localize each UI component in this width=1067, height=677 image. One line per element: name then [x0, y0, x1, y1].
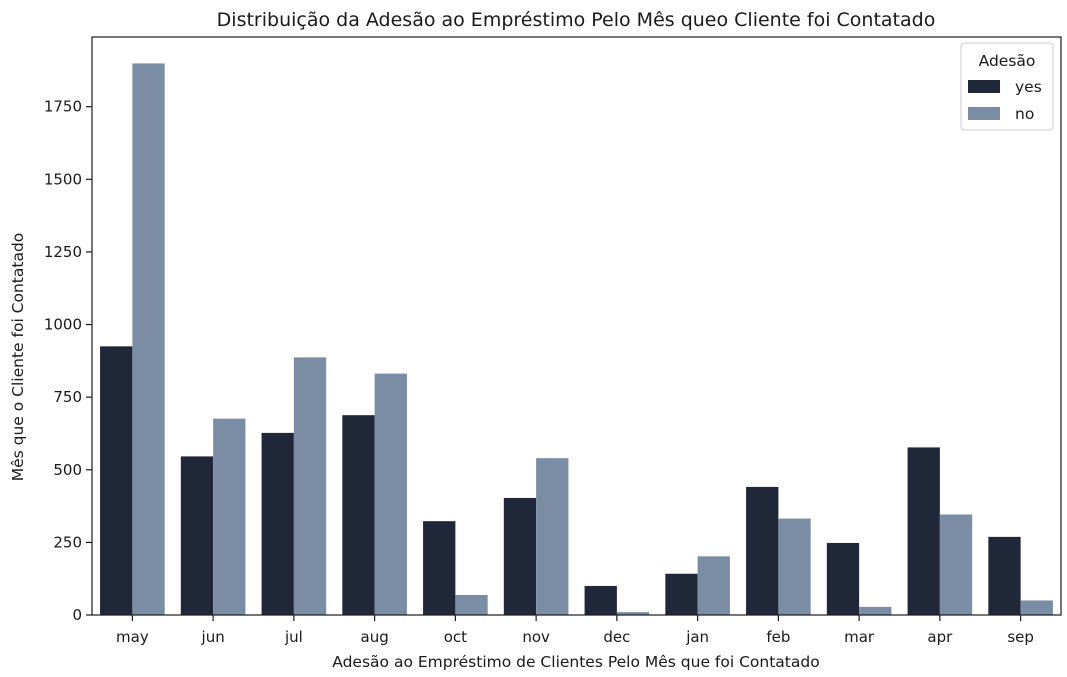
bar-no-mar [859, 606, 892, 615]
legend-label-no: no [1015, 105, 1034, 123]
x-tick-label-feb: feb [766, 628, 790, 646]
bar-no-nov [536, 458, 569, 615]
bar-no-apr [939, 514, 973, 615]
y-tick-label: 1000 [44, 316, 82, 334]
y-axis: 0 250 500 750 1000 1250 1500 1750 [44, 98, 92, 624]
x-tick-label-oct: oct [444, 628, 467, 646]
x-tick-label-apr: apr [927, 628, 953, 646]
x-tick-label-dec: dec [603, 628, 630, 646]
bar-yes-nov [503, 497, 537, 615]
legend-label-yes: yes [1015, 78, 1042, 96]
legend-swatch-yes [968, 80, 1000, 93]
legend-swatch-no [968, 107, 1000, 120]
bar-yes-jul [261, 432, 294, 615]
bar-no-sep [1020, 600, 1053, 615]
bar-yes-mar [826, 542, 860, 615]
bar-no-oct [455, 594, 488, 615]
x-tick-label-nov: nov [522, 628, 550, 646]
y-tick-label: 0 [72, 606, 82, 624]
chart-title: Distribuição da Adesão ao Empréstimo Pel… [217, 9, 936, 31]
bar-yes-feb [746, 486, 779, 615]
bar-no-aug [374, 373, 407, 615]
x-tick-label-jul: jul [284, 628, 303, 646]
x-tick-label-jun: jun [201, 628, 225, 646]
x-tick-label-sep: sep [1007, 628, 1034, 646]
y-tick-label: 1250 [44, 243, 82, 261]
x-tick-label-mar: mar [844, 628, 875, 646]
bar-no-may [132, 63, 165, 616]
x-axis: may jun jul aug oct nov dec jan feb mar apr sep [116, 615, 1034, 646]
bar-yes-jun [180, 456, 214, 615]
bar-no-dec [616, 612, 650, 615]
bar-no-jul [293, 357, 327, 615]
bar-no-jun [213, 418, 246, 615]
plot-area-frame [91, 36, 1062, 616]
x-tick-label-aug: aug [361, 628, 389, 646]
y-tick-label: 1750 [44, 98, 82, 116]
y-axis-title: Mês que o Cliente foi Contatado [9, 233, 27, 482]
x-tick-label-may: may [116, 628, 149, 646]
x-axis-title: Adesão ao Empréstimo de Clientes Pelo Mê… [332, 653, 819, 671]
y-tick-label: 750 [53, 388, 82, 406]
bar-yes-aug [342, 415, 375, 615]
legend-title: Adesão [979, 52, 1036, 70]
bar-no-feb [778, 518, 811, 615]
bars-group [100, 63, 1053, 616]
y-tick-label: 1500 [44, 170, 82, 188]
bar-no-jan [697, 556, 730, 615]
bar-yes-sep [988, 536, 1021, 615]
bar-yes-jan [665, 573, 698, 615]
bar-yes-dec [584, 585, 617, 615]
x-tick-label-jan: jan [685, 628, 709, 646]
y-tick-label: 250 [53, 533, 82, 551]
bar-yes-apr [907, 447, 940, 615]
legend: Adesão yes no [960, 42, 1054, 131]
bar-yes-oct [423, 521, 456, 615]
bar-yes-may [100, 346, 133, 615]
y-tick-label: 500 [53, 461, 82, 479]
